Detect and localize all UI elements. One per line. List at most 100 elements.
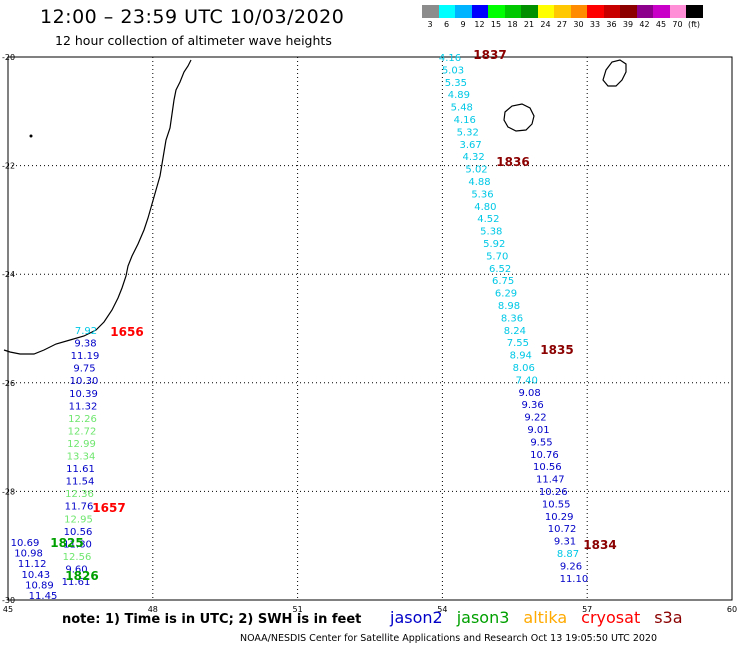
- footer-note: note: 1) Time is in UTC; 2) SWH is in fe…: [62, 612, 362, 627]
- wave-height-value: 8.87: [557, 549, 579, 560]
- wave-height-value: 12.99: [67, 439, 96, 450]
- wave-height-value: 7.40: [516, 375, 538, 386]
- wave-height-value: 10.55: [542, 499, 571, 510]
- satellite-label: s3a: [654, 608, 683, 627]
- legend-label: 30: [573, 20, 584, 29]
- wave-height-value: 4.89: [448, 90, 470, 101]
- pass-time-label: 1657: [92, 501, 125, 515]
- wave-height-value: 4.80: [474, 202, 496, 213]
- wave-height-value: 11.61: [66, 464, 95, 475]
- pass-time-labels: 1837 1836 1835 1834 1656 1657 1825 1826: [50, 48, 616, 583]
- legend-label: 39: [622, 20, 634, 29]
- pass-time-label: 1836: [496, 155, 529, 169]
- legend-label: 24: [540, 20, 551, 29]
- legend-swatch: [686, 5, 703, 18]
- y-tick-label: -30: [2, 596, 15, 605]
- wave-height-value: 7.55: [507, 338, 529, 349]
- legend-swatch: [653, 5, 670, 18]
- map-subtitle: 12 hour collection of altimeter wave hei…: [55, 33, 332, 48]
- wave-height-value: 9.55: [530, 437, 552, 448]
- legend-swatch: [422, 5, 439, 18]
- wave-height-value: 10.56: [64, 527, 93, 538]
- wave-height-value: 10.69: [11, 538, 40, 549]
- satellite-label: jason3: [456, 608, 510, 627]
- wave-height-value: 11.61: [62, 577, 91, 588]
- color-legend: 3 6 9 12 15 18 21 24 27 30 33 36 39 42 45 70 (ft): [422, 5, 703, 30]
- wave-height-value: 8.94: [510, 351, 532, 362]
- wave-height-value: 3.67: [460, 140, 482, 151]
- wave-height-value: 6.75: [492, 276, 514, 287]
- satellite-legend: jason2 jason3 altika cryosat s3a: [390, 608, 697, 627]
- legend-swatch: [488, 5, 505, 18]
- satellite-label: cryosat: [581, 608, 641, 627]
- wave-height-value: 10.72: [548, 524, 577, 535]
- wave-height-value: 11.32: [69, 401, 98, 412]
- wave-height-value: 13.34: [67, 452, 96, 463]
- wave-height-value: 6.29: [495, 289, 517, 300]
- x-tick-label: 45: [3, 605, 13, 614]
- wave-height-value: 4.32: [462, 152, 484, 163]
- pass-time-label: 1834: [583, 538, 616, 552]
- pass-time-label: 1825: [50, 536, 83, 550]
- wave-height-value: 11.76: [65, 502, 94, 513]
- coastline: [3, 59, 627, 355]
- credit-line: NOAA/NESDIS Center for Satellite Applica…: [240, 633, 657, 644]
- satellite-label: jason2: [390, 608, 443, 627]
- legend-swatch: [570, 5, 587, 18]
- legend-swatch: [587, 5, 604, 18]
- legend-label: 12: [474, 20, 485, 29]
- pass-time-label: 1835: [540, 343, 573, 357]
- wave-height-value: 4.88: [468, 177, 490, 188]
- wave-height-value: 10.29: [545, 512, 574, 523]
- legend-label: 27: [556, 20, 568, 29]
- wave-height-value: 10.30: [70, 376, 99, 387]
- legend-label: 6: [443, 20, 450, 29]
- pass-time-label: 1656: [110, 325, 143, 339]
- wave-height-value: 11.54: [66, 477, 95, 488]
- wave-height-value: 5.92: [483, 239, 505, 250]
- y-tick-label: -24: [2, 270, 15, 279]
- legend-swatches: [422, 5, 703, 18]
- wave-observations: 7.929.3811.199.7510.3010.3911.3212.2612.…: [11, 53, 589, 602]
- legend-label: 9: [460, 20, 466, 29]
- small-island: [29, 134, 33, 138]
- axis-ticks: 45 48 51 54 57 60 -20 -22 -24 -26 -28 -30: [2, 53, 737, 614]
- legend-label: 3: [427, 20, 433, 29]
- wave-height-value: 11.12: [18, 559, 47, 570]
- map-title: 12:00 – 23:59 UTC 10/03/2020: [40, 6, 345, 28]
- legend-swatch: [636, 5, 653, 18]
- legend-swatch: [554, 5, 571, 18]
- legend-swatch: [669, 5, 686, 18]
- legend-label: 42: [639, 20, 650, 29]
- legend-label: 33: [589, 20, 601, 29]
- wave-height-value: 5.36: [471, 189, 493, 200]
- pass-time-label: 1826: [65, 569, 98, 583]
- legend-label: 45: [655, 20, 667, 29]
- wave-height-value: 5.02: [465, 165, 487, 176]
- legend-swatch: [455, 5, 472, 18]
- wave-height-value: 7.92: [75, 326, 97, 337]
- madagascar-coast: [3, 59, 192, 355]
- wave-height-value: 5.38: [480, 227, 502, 238]
- legend-label: (ft): [687, 20, 701, 29]
- wave-height-value: 8.06: [513, 363, 535, 374]
- reunion-coast: [503, 103, 535, 132]
- wave-height-value: 8.24: [504, 326, 526, 337]
- legend-labels: 3 6 9 12 15 18 21 24 27 30 33 36 39 42 45 70 (ft): [422, 18, 703, 30]
- wave-height-value: 10.89: [25, 580, 54, 591]
- legend-label: 70: [672, 20, 683, 29]
- wave-height-value: 8.36: [501, 313, 523, 324]
- map-border: [7, 56, 733, 601]
- wave-height-value: 10.76: [530, 450, 559, 461]
- y-tick-label: -28: [2, 487, 15, 496]
- legend-label: 18: [507, 20, 518, 29]
- legend-swatch: [521, 5, 538, 18]
- wave-height-value: 9.08: [519, 388, 541, 399]
- mauritius-coast: [602, 59, 627, 87]
- x-tick-label: 57: [582, 605, 592, 614]
- wave-height-value: 5.35: [445, 78, 467, 89]
- legend-label: 15: [490, 20, 502, 29]
- wave-height-value: 9.31: [554, 537, 576, 548]
- wave-height-value: 9.60: [65, 564, 87, 575]
